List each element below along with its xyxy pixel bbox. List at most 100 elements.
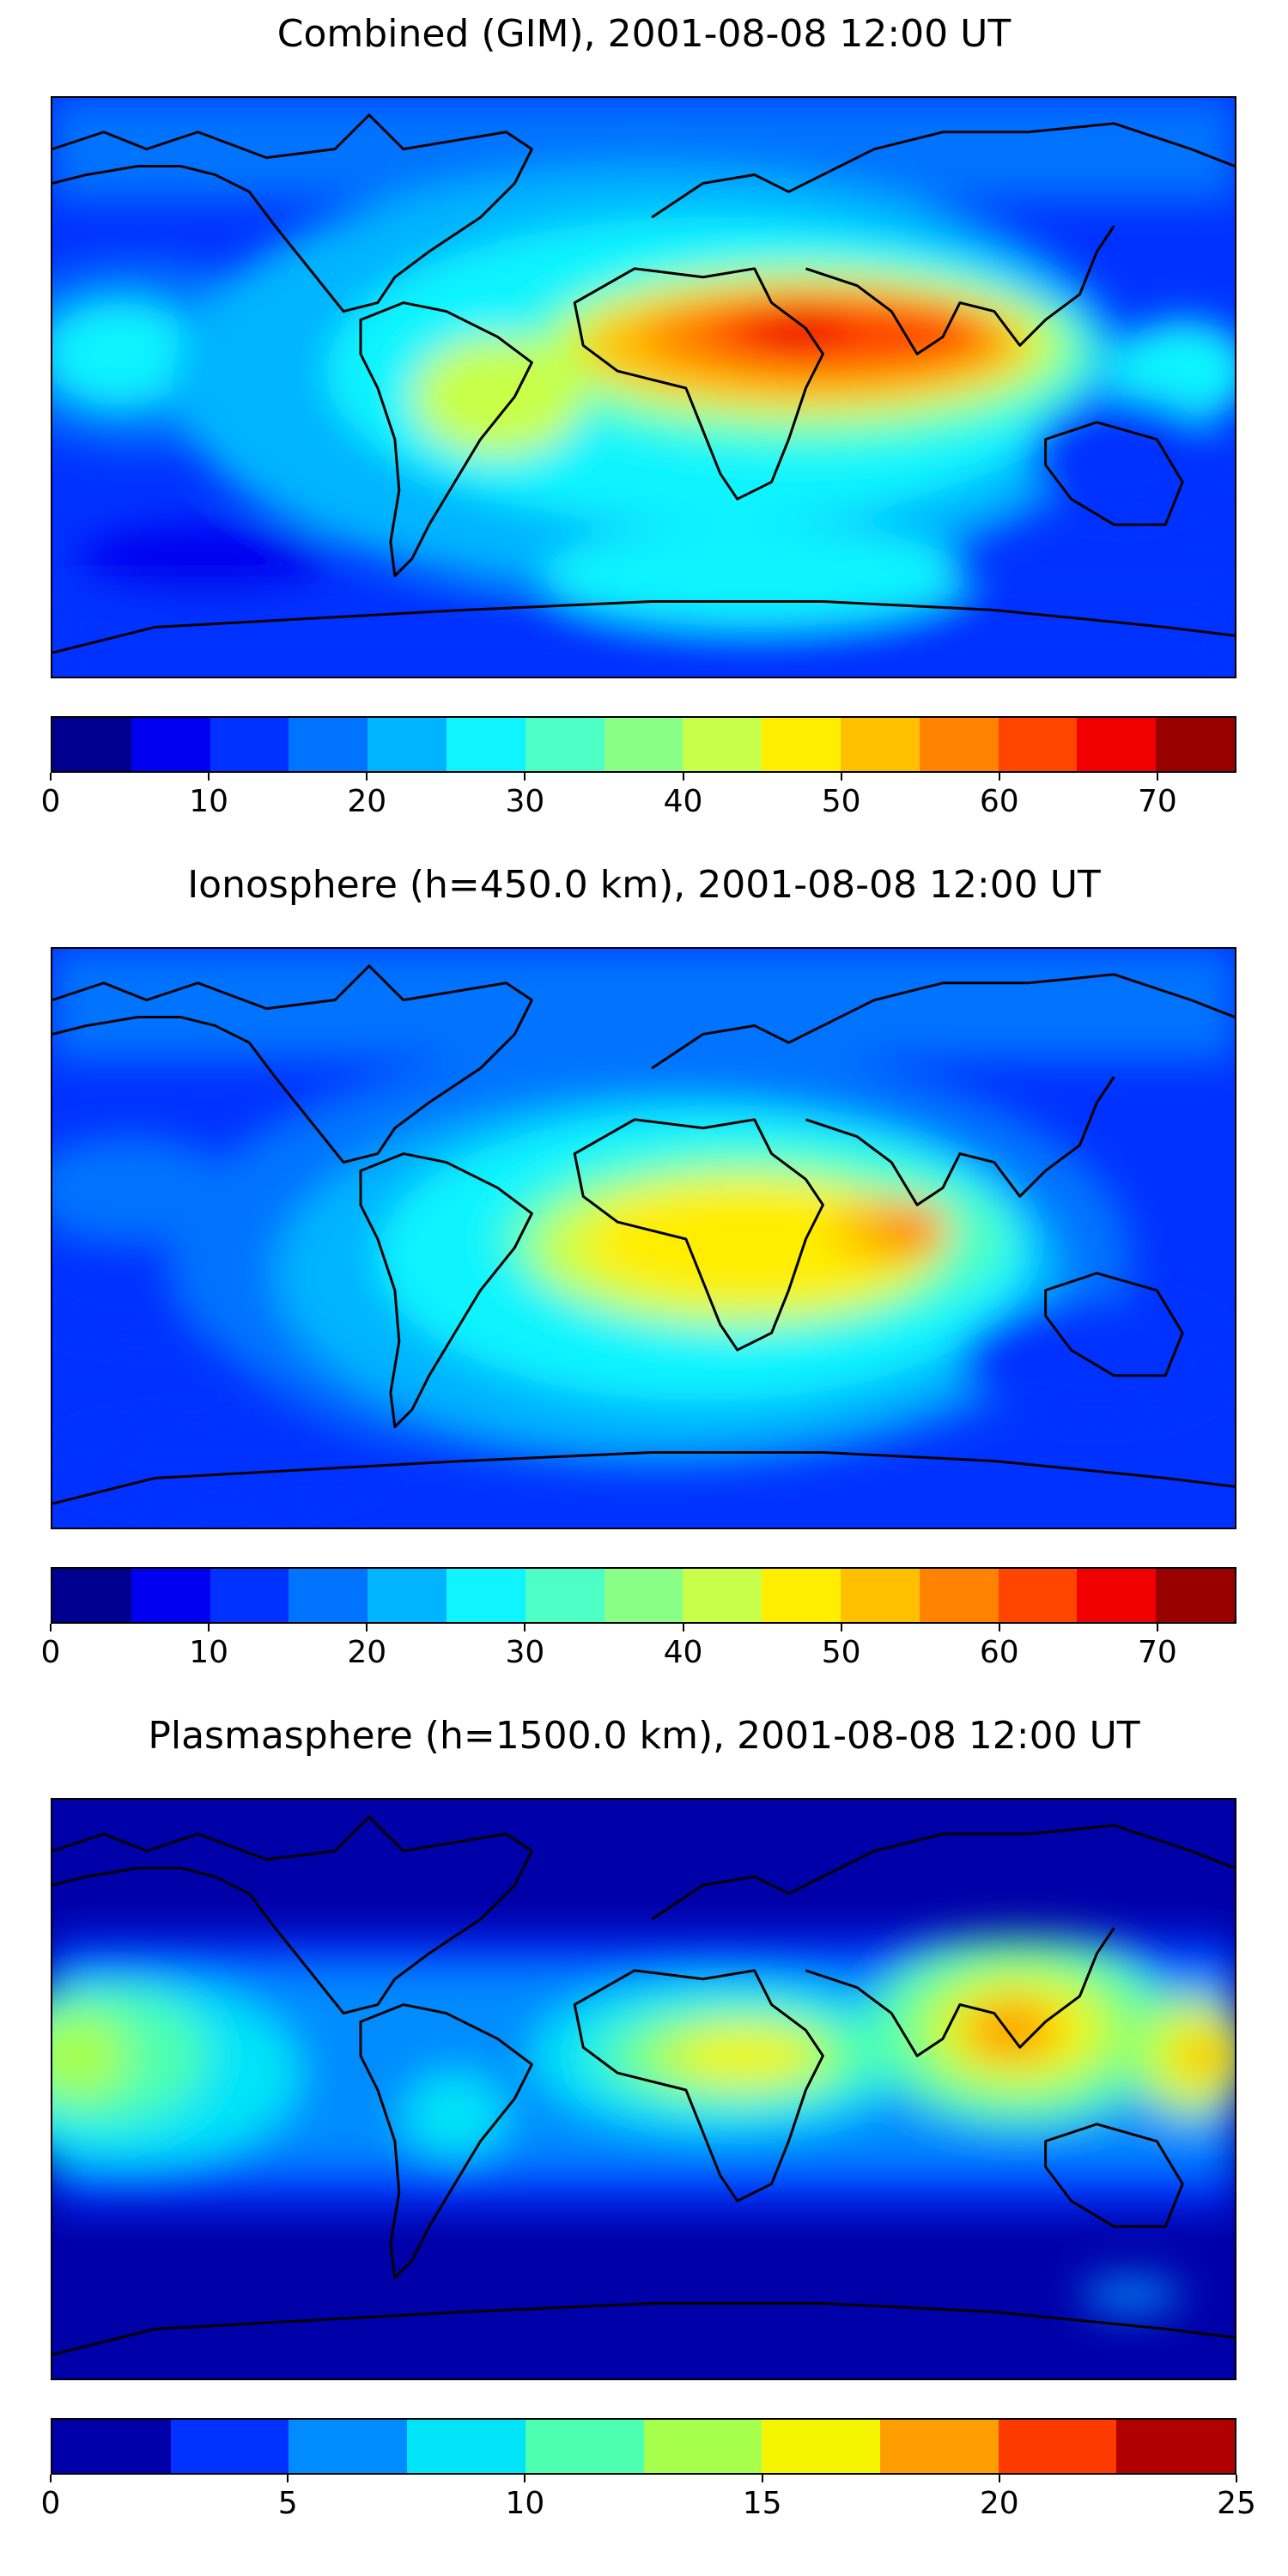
colorbar-segment (840, 1569, 920, 1622)
coastlines (52, 1815, 1235, 2356)
colorbar-tick (840, 1624, 842, 1631)
colorbar-segment (52, 1569, 131, 1622)
colorbar-tick (682, 1624, 684, 1631)
panel-2-title: Ionosphere (h=450.0 km), 2001-08-08 12:0… (187, 863, 1101, 907)
colorbar-tick (761, 2475, 763, 2482)
colorbar-segment (762, 1569, 841, 1622)
colorbar-segment (446, 1569, 526, 1622)
colorbar-segment (604, 718, 683, 771)
colorbar-segment (998, 2420, 1117, 2473)
colorbar-segment (525, 2420, 644, 2473)
colorbar-tick-label: 40 (663, 1635, 703, 1670)
colorbar-segment (643, 2420, 762, 2473)
colorbar-segment (1077, 718, 1157, 771)
colorbar-tick-label: 0 (40, 2486, 61, 2521)
ionosphere-map-canvas (52, 949, 1235, 1528)
colorbar-tick-label: 50 (821, 784, 861, 819)
panel-2-colorbar-ticks: 0 10 20 30 40 50 60 70 (41, 1624, 1236, 1670)
plasmasphere-map-canvas (52, 1800, 1235, 2379)
colorbar-segment (368, 1569, 447, 1622)
colorbar-segment (879, 2420, 999, 2473)
colorbar-tick (524, 2475, 526, 2482)
colorbar-segment (1077, 1569, 1157, 1622)
colorbar-tick (1156, 1624, 1158, 1631)
panel-3-colorbar (51, 2418, 1236, 2475)
colorbar-tick-label: 60 (979, 784, 1019, 819)
colorbar-tick (682, 773, 684, 781)
colorbar-tick (366, 1624, 368, 1631)
panel-1-colorbar (51, 716, 1236, 773)
colorbar-segment (446, 718, 526, 771)
colorbar-tick-label: 40 (663, 784, 703, 819)
colorbar-segment (407, 2420, 526, 2473)
colorbar-tick-label: 70 (1138, 784, 1177, 819)
colorbar-segment (289, 718, 368, 771)
panel-3-colorbar-ticks: 0 5 10 15 20 25 (41, 2475, 1256, 2521)
panel-1-title: Combined (GIM), 2001-08-08 12:00 UT (276, 12, 1012, 56)
colorbar-segment (604, 1569, 683, 1622)
colorbar-tick (998, 2475, 1000, 2482)
colorbar-segment (762, 2420, 880, 2473)
colorbar-tick (998, 773, 1000, 781)
colorbar-tick-label: 30 (505, 784, 545, 819)
colorbar-segment (683, 718, 762, 771)
colorbar-tick-label: 60 (979, 1635, 1019, 1670)
colorbar-segment (131, 718, 210, 771)
combined-map-canvas (52, 98, 1235, 677)
colorbar-segment (998, 1569, 1078, 1622)
colorbar-segment (210, 718, 289, 771)
colorbar-tick-label: 20 (347, 1635, 387, 1670)
colorbar-segment (289, 1569, 368, 1622)
colorbar-segment (289, 2420, 408, 2473)
colorbar-segment (998, 718, 1078, 771)
colorbar-tick-label: 0 (40, 784, 61, 819)
colorbar-tick (366, 773, 368, 781)
colorbar-segment (525, 1569, 605, 1622)
colorbar-segment (52, 718, 131, 771)
colorbar-segment (919, 718, 999, 771)
colorbar-tick (840, 773, 842, 781)
colorbar-tick-label: 0 (40, 1635, 61, 1670)
colorbar-tick (208, 773, 210, 781)
colorbar-segment (131, 1569, 210, 1622)
colorbar-tick (287, 2475, 289, 2482)
colorbar-tick (1236, 2475, 1237, 2482)
colorbar-tick (50, 773, 52, 781)
colorbar-segment (1156, 718, 1235, 771)
colorbar-tick-label: 30 (505, 1635, 545, 1670)
coastlines (52, 113, 1235, 654)
colorbar-segment (840, 718, 920, 771)
colorbar-segment (1116, 2420, 1236, 2473)
colorbar-tick (208, 1624, 210, 1631)
colorbar-segment (683, 1569, 762, 1622)
colorbar-segment (1156, 1569, 1235, 1622)
coastlines (52, 964, 1235, 1505)
colorbar-tick-label: 50 (821, 1635, 861, 1670)
colorbar-segment (525, 718, 605, 771)
combined-gim-map (51, 96, 1236, 678)
panel-3-title: Plasmasphere (h=1500.0 km), 2001-08-08 1… (148, 1714, 1140, 1758)
colorbar-tick (50, 2475, 52, 2482)
colorbar-tick (524, 1624, 526, 1631)
colorbar-segment (368, 718, 447, 771)
ionosphere-map (51, 947, 1236, 1529)
colorbar-tick-label: 25 (1217, 2486, 1256, 2521)
colorbar-tick-label: 15 (742, 2486, 782, 2521)
colorbar-segment (170, 2420, 289, 2473)
plasmasphere-map (51, 1798, 1236, 2380)
colorbar-tick-label: 10 (189, 1635, 229, 1670)
colorbar-tick-label: 10 (505, 2486, 545, 2521)
colorbar-tick (50, 1624, 52, 1631)
colorbar-tick-label: 20 (979, 2486, 1019, 2521)
panel-2-colorbar (51, 1567, 1236, 1624)
colorbar-tick-label: 10 (189, 784, 229, 819)
colorbar-tick (998, 1624, 1000, 1631)
panel-1-colorbar-ticks: 0 10 20 30 40 50 60 70 (41, 773, 1236, 819)
colorbar-tick (1156, 773, 1158, 781)
colorbar-segment (919, 1569, 999, 1622)
colorbar-tick-label: 5 (277, 2486, 298, 2521)
colorbar-tick (524, 773, 526, 781)
colorbar-segment (210, 1569, 289, 1622)
colorbar-tick-label: 20 (347, 784, 387, 819)
colorbar-segment (52, 2420, 171, 2473)
